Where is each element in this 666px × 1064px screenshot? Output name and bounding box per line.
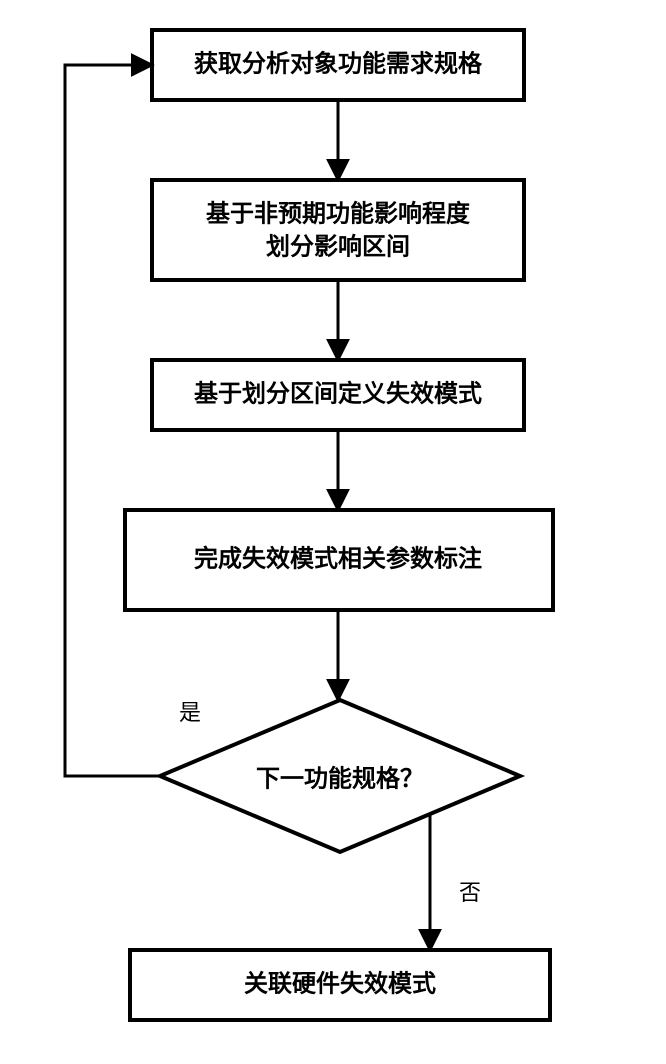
node-get-requirements-label: 获取分析对象功能需求规格 [194, 49, 483, 77]
edge-yes-label: 是 [179, 700, 201, 725]
node-divide-intervals [152, 180, 524, 280]
flowchart-canvas: 获取分析对象功能需求规格 基于非预期功能影响程度 划分影响区间 基于划分区间定义… [0, 0, 666, 1064]
node-link-hardware-label: 关联硬件失效模式 [244, 969, 436, 997]
edge-no-label: 否 [459, 880, 481, 905]
node-annotate-params-label: 完成失效模式相关参数标注 [194, 544, 482, 572]
edge-yes-path [65, 65, 160, 776]
node-divide-intervals-label-1: 基于非预期功能影响程度 [206, 199, 471, 227]
node-define-failure-mode-label: 基于划分区间定义失效模式 [194, 379, 482, 407]
node-divide-intervals-label-2: 划分影响区间 [266, 232, 410, 260]
node-decision-next-spec-label: 下一功能规格？ [256, 764, 424, 792]
